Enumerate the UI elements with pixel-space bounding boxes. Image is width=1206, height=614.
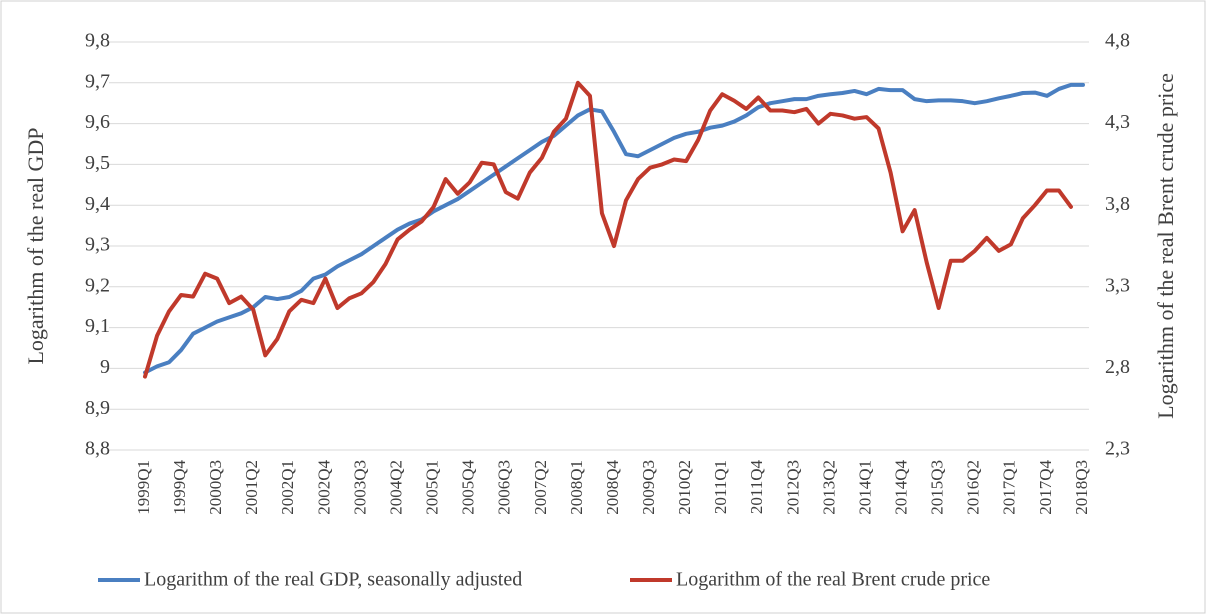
x-tick-label: 2010Q2 <box>675 460 694 515</box>
y-tick-label: 9 <box>100 356 110 378</box>
y-tick-label: 9,6 <box>85 111 110 133</box>
y-tick-label: 9,7 <box>85 70 110 92</box>
x-tick-label: 2006Q3 <box>495 460 514 515</box>
x-tick-label: 2002Q1 <box>278 460 297 515</box>
y-tick-label: 9,4 <box>85 193 110 215</box>
x-tick-label: 2009Q3 <box>639 460 658 515</box>
x-tick-label: 2008Q4 <box>603 460 622 515</box>
x-tick-label: 1999Q1 <box>134 460 153 515</box>
x-tick-label: 2016Q2 <box>964 460 983 515</box>
x-tick-label: 2011Q4 <box>747 460 766 515</box>
x-tick-label: 2004Q2 <box>386 460 405 515</box>
y-tick-label: 9,3 <box>85 234 110 256</box>
x-tick-label: 2014Q1 <box>855 460 874 515</box>
x-tick-label: 2014Q4 <box>892 460 911 515</box>
y-tick-label: 9,5 <box>85 152 110 174</box>
series-line <box>143 82 1085 375</box>
y-tick-label: 8,9 <box>85 397 110 419</box>
y-axis-title: Logarithm of the real GDP <box>23 127 48 364</box>
y2-axis-title: Logarithm of the real Brent crude price <box>1153 73 1178 419</box>
x-tick-label: 2018Q3 <box>1072 460 1091 515</box>
y2-tick-label: 3,8 <box>1105 193 1130 215</box>
x-tick-label: 2005Q1 <box>423 460 442 515</box>
x-tick-label: 2017Q4 <box>1036 460 1055 515</box>
y-tick-label: 9,8 <box>85 30 110 52</box>
x-tick-label: 2015Q3 <box>928 460 947 515</box>
y2-tick-label: 4,3 <box>1105 111 1130 133</box>
series-line <box>143 80 1073 379</box>
x-tick-label: 2011Q1 <box>711 460 730 514</box>
y2-tick-label: 2,3 <box>1105 438 1130 460</box>
x-tick-label: 2003Q3 <box>350 460 369 515</box>
x-tick-label: 2001Q2 <box>242 460 261 515</box>
x-tick-label: 1999Q4 <box>170 460 189 515</box>
x-tick-label: 2013Q2 <box>819 460 838 515</box>
legend-label: Logarithm of the real GDP, seasonally ad… <box>144 569 522 591</box>
y2-tick-label: 4,8 <box>1105 30 1130 52</box>
y-tick-label: 9,2 <box>85 274 110 296</box>
x-tick-label: 2012Q3 <box>783 460 802 515</box>
legend-label: Logarithm of the real Brent crude price <box>676 569 990 591</box>
x-tick-label: 2000Q3 <box>206 460 225 515</box>
x-tick-label: 2005Q4 <box>459 460 478 515</box>
y-tick-label: 8,8 <box>85 438 110 460</box>
x-tick-label: 2007Q2 <box>531 460 550 515</box>
x-tick-label: 2008Q1 <box>567 460 586 515</box>
x-tick-label: 2002Q4 <box>314 460 333 515</box>
y2-tick-label: 3,3 <box>1105 274 1130 296</box>
y2-tick-label: 2,8 <box>1105 356 1130 378</box>
x-tick-label: 2017Q1 <box>1000 460 1019 515</box>
y-tick-label: 9,1 <box>85 315 110 337</box>
